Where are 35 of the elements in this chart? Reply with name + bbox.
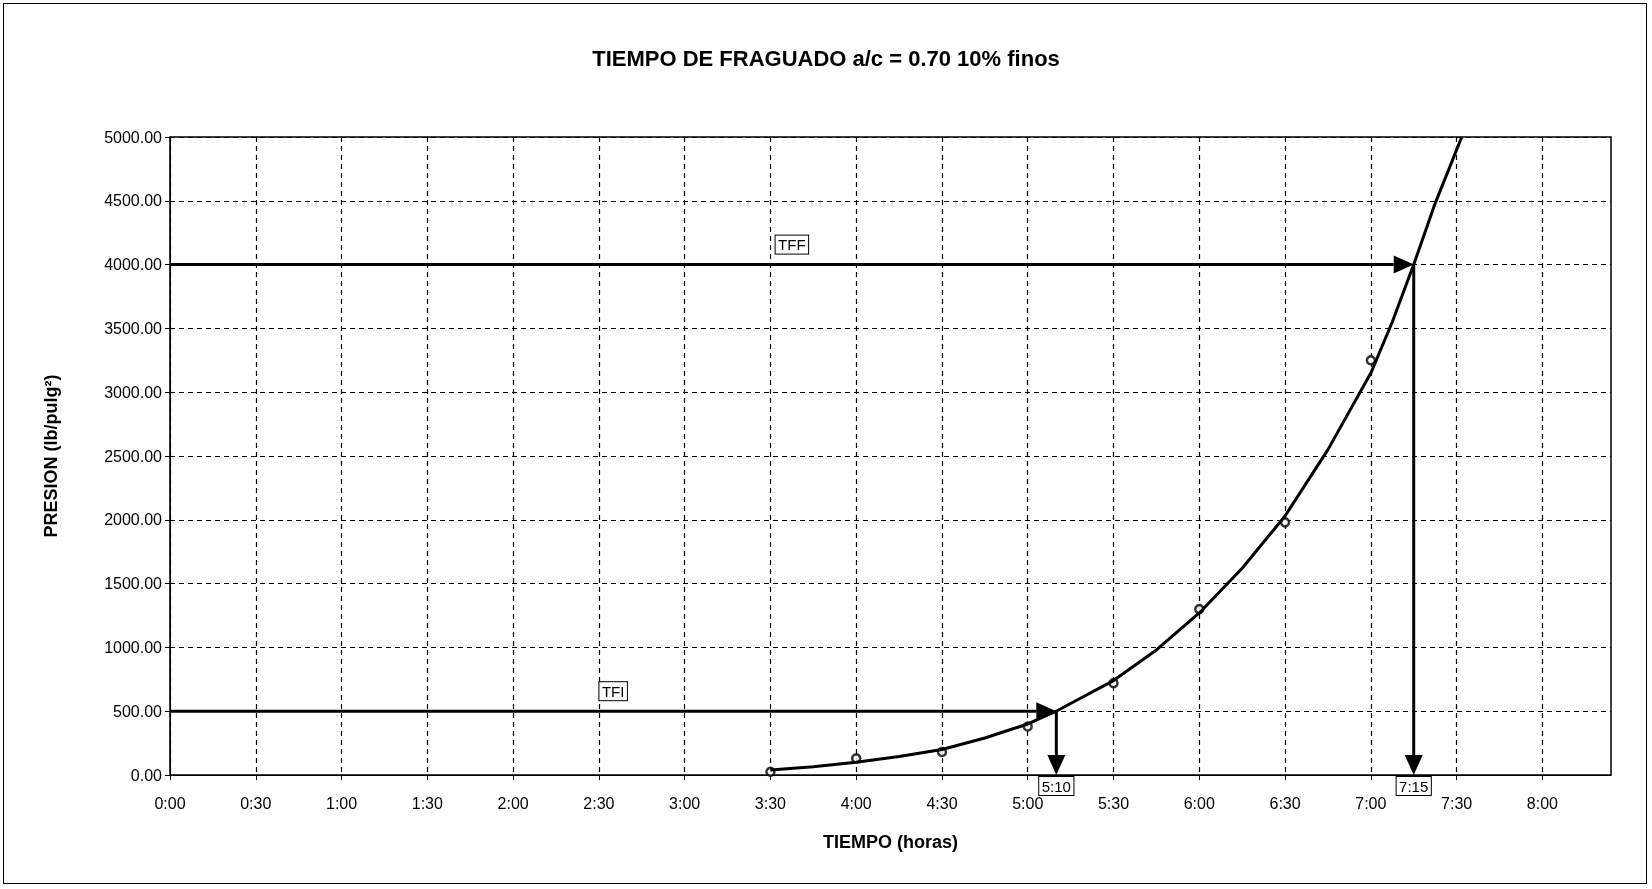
- x-tick-label: 2:00: [497, 794, 529, 812]
- x-tick-label: 0:00: [154, 794, 186, 812]
- ref-line-label: TFF: [778, 236, 806, 254]
- ref-line-label: 5:10: [1041, 777, 1071, 795]
- y-axis-title: PRESION (lb/pulg²): [41, 374, 61, 538]
- y-tick-label: 500.00: [113, 702, 163, 720]
- x-tick-label: 8:00: [1526, 794, 1559, 812]
- x-tick-label: 0:30: [240, 794, 272, 812]
- x-axis-title: TIEMPO (horas): [822, 832, 959, 852]
- x-tick-label: 5:30: [1097, 794, 1130, 812]
- y-tick-label: 5000.00: [104, 128, 163, 146]
- x-tick-label: 4:00: [840, 794, 872, 812]
- y-tick-label: 3000.00: [104, 383, 163, 401]
- y-tick-label: 3500.00: [104, 319, 163, 337]
- y-tick-label: 1500.00: [104, 575, 163, 593]
- x-tick-label: 1:00: [325, 794, 358, 812]
- x-tick-label: 1:30: [411, 794, 443, 812]
- x-tick-label: 3:30: [754, 794, 787, 812]
- x-tick-label: 2:30: [583, 794, 615, 812]
- x-tick-label: 6:00: [1183, 794, 1215, 812]
- y-tick-label: 2500.00: [104, 447, 163, 465]
- ref-line-label: TFI: [601, 682, 625, 700]
- x-tick-label: 7:00: [1355, 794, 1387, 812]
- x-tick-label: 7:30: [1441, 794, 1473, 812]
- ref-line-label: 7:15: [1399, 777, 1429, 795]
- x-tick-label: 5:00: [1012, 794, 1044, 812]
- y-tick-label: 4000.00: [104, 256, 163, 274]
- x-tick-label: 3:00: [669, 794, 701, 812]
- y-tick-label: 4500.00: [104, 192, 163, 210]
- chart-title: TIEMPO DE FRAGUADO a/c = 0.70 10% finos: [592, 45, 1060, 71]
- x-tick-label: 6:30: [1269, 794, 1301, 812]
- x-tick-label: 4:30: [926, 794, 958, 812]
- y-tick-label: 1000.00: [104, 638, 163, 656]
- y-tick-label: 2000.00: [104, 511, 163, 529]
- y-tick-label: 0.00: [130, 766, 163, 784]
